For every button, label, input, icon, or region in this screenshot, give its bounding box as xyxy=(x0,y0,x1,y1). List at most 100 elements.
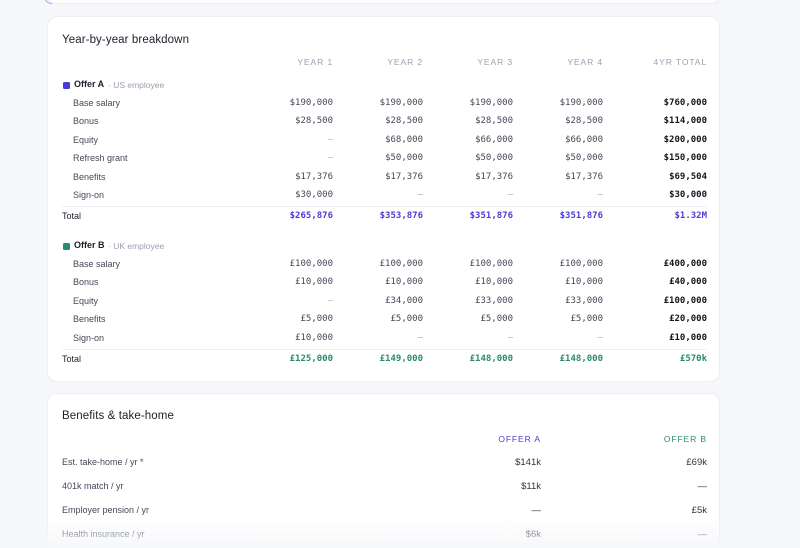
cell-value: $28,500 xyxy=(295,116,333,127)
benefit-label: Employer pension / yr xyxy=(62,505,150,515)
cell-value: $66,000 xyxy=(475,134,513,145)
benefits-column-header: OFFER B xyxy=(663,434,707,444)
benefit-offer-a: $11k xyxy=(521,481,541,492)
cell-value: £10,000 xyxy=(295,277,333,288)
row-label: Benefits xyxy=(73,171,106,182)
offer-name: Offer B xyxy=(74,240,105,250)
row-total: £40,000 xyxy=(669,277,707,288)
cell-value: $68,000 xyxy=(385,134,423,145)
cell-value: $28,500 xyxy=(475,116,513,127)
cell-value: £100,000 xyxy=(379,259,423,269)
cell-value: £10,000 xyxy=(565,277,603,288)
cell-value: £34,000 xyxy=(385,295,423,306)
offer-name: Offer A xyxy=(74,79,105,89)
cell-value: — xyxy=(597,332,603,343)
total-value: £148,000 xyxy=(559,354,603,364)
total-label: Total xyxy=(62,354,82,364)
cell-value: $17,376 xyxy=(565,171,603,182)
back-arrow-icon[interactable] xyxy=(44,0,52,4)
cell-value: — xyxy=(327,295,333,306)
row-label: Bonus xyxy=(73,277,99,288)
benefit-offer-a: $141k xyxy=(515,457,541,468)
cell-value: £5,000 xyxy=(390,314,423,325)
row-total: $200,000 xyxy=(663,134,707,145)
total-value: $265,876 xyxy=(289,211,333,222)
cell-value: — xyxy=(327,134,333,145)
cell-value: $190,000 xyxy=(379,98,423,108)
total-value: $351,876 xyxy=(469,211,513,222)
row-label: Base salary xyxy=(73,98,121,108)
cell-value: $50,000 xyxy=(385,153,423,164)
total-value: £149,000 xyxy=(379,354,423,364)
row-total: £400,000 xyxy=(663,259,707,269)
cell-value: £5,000 xyxy=(570,314,603,325)
benefit-offer-b: £5k xyxy=(691,505,707,516)
benefit-offer-a: — xyxy=(531,505,542,516)
row-label: Sign-on xyxy=(73,190,105,200)
row-label: Sign-on xyxy=(73,332,105,343)
total-value: $1.32M xyxy=(674,211,707,222)
cell-value: — xyxy=(417,190,423,200)
total-value: $351,876 xyxy=(559,211,603,222)
cell-value: £10,000 xyxy=(475,277,513,288)
breakdown-title: Year-by-year breakdown xyxy=(62,34,190,46)
total-divider xyxy=(62,206,707,208)
row-label: Base salary xyxy=(73,259,121,269)
row-total: £20,000 xyxy=(669,314,707,325)
total-value: $353,876 xyxy=(379,211,423,222)
cell-value: $190,000 xyxy=(469,98,513,108)
cell-value: — xyxy=(597,190,603,200)
benefit-label: Est. take-home / yr * xyxy=(62,457,144,467)
column-header: YEAR 3 xyxy=(477,57,513,67)
row-total: $114,000 xyxy=(663,116,707,127)
row-label: Bonus xyxy=(73,116,99,127)
cell-value: £5,000 xyxy=(300,314,333,325)
row-total: $30,000 xyxy=(669,190,707,200)
cell-value: — xyxy=(327,153,333,164)
cell-value: $30,000 xyxy=(295,190,333,200)
cell-value: $28,500 xyxy=(385,116,423,127)
previous-card xyxy=(47,0,720,4)
cell-value: £100,000 xyxy=(289,259,333,269)
benefit-offer-b: £69k xyxy=(686,457,707,468)
cell-value: $66,000 xyxy=(565,134,603,145)
cell-value: — xyxy=(507,332,513,343)
cell-value: £100,000 xyxy=(559,259,603,269)
cell-value: $28,500 xyxy=(565,116,603,127)
row-label: Benefits xyxy=(73,314,106,325)
offer-subtitle: · UK employee xyxy=(108,240,165,251)
column-header: YEAR 1 xyxy=(297,57,333,67)
column-header: YEAR 4 xyxy=(567,57,603,67)
cell-value: £10,000 xyxy=(295,332,333,343)
column-header: 4YR TOTAL xyxy=(653,57,707,67)
total-value: £570k xyxy=(679,354,707,364)
cell-value: $17,376 xyxy=(385,171,423,182)
row-total: $150,000 xyxy=(663,153,707,164)
cell-value: £33,000 xyxy=(475,295,513,306)
total-divider xyxy=(62,349,707,350)
offer-color-swatch xyxy=(63,81,70,89)
total-label: Total xyxy=(62,211,82,222)
cell-value: — xyxy=(507,190,513,200)
row-total: $69,504 xyxy=(669,171,707,182)
benefit-offer-b: — xyxy=(697,481,708,492)
total-value: £148,000 xyxy=(469,354,513,364)
breakdown-card: Year-by-year breakdown YEAR 1 YEAR 2 YEAR … xyxy=(47,16,720,382)
row-label: Equity xyxy=(73,134,99,145)
row-total: £10,000 xyxy=(669,332,707,343)
cell-value: $190,000 xyxy=(559,98,603,108)
benefit-label: 401k match / yr xyxy=(62,481,124,491)
bottom-fade xyxy=(0,518,800,548)
cell-value: £10,000 xyxy=(385,277,423,288)
cell-value: $17,376 xyxy=(475,171,513,182)
cell-value: $50,000 xyxy=(475,153,513,164)
row-total: $760,000 xyxy=(663,98,707,108)
benefits-column-header: OFFER A xyxy=(498,434,541,444)
offer-subtitle: · US employee xyxy=(108,79,165,90)
cell-value: £100,000 xyxy=(469,259,513,269)
row-label: Equity xyxy=(73,295,99,306)
cell-value: £33,000 xyxy=(565,295,603,306)
cell-value: $50,000 xyxy=(565,153,603,164)
row-total: £100,000 xyxy=(663,295,707,306)
offer-color-swatch xyxy=(63,242,70,250)
